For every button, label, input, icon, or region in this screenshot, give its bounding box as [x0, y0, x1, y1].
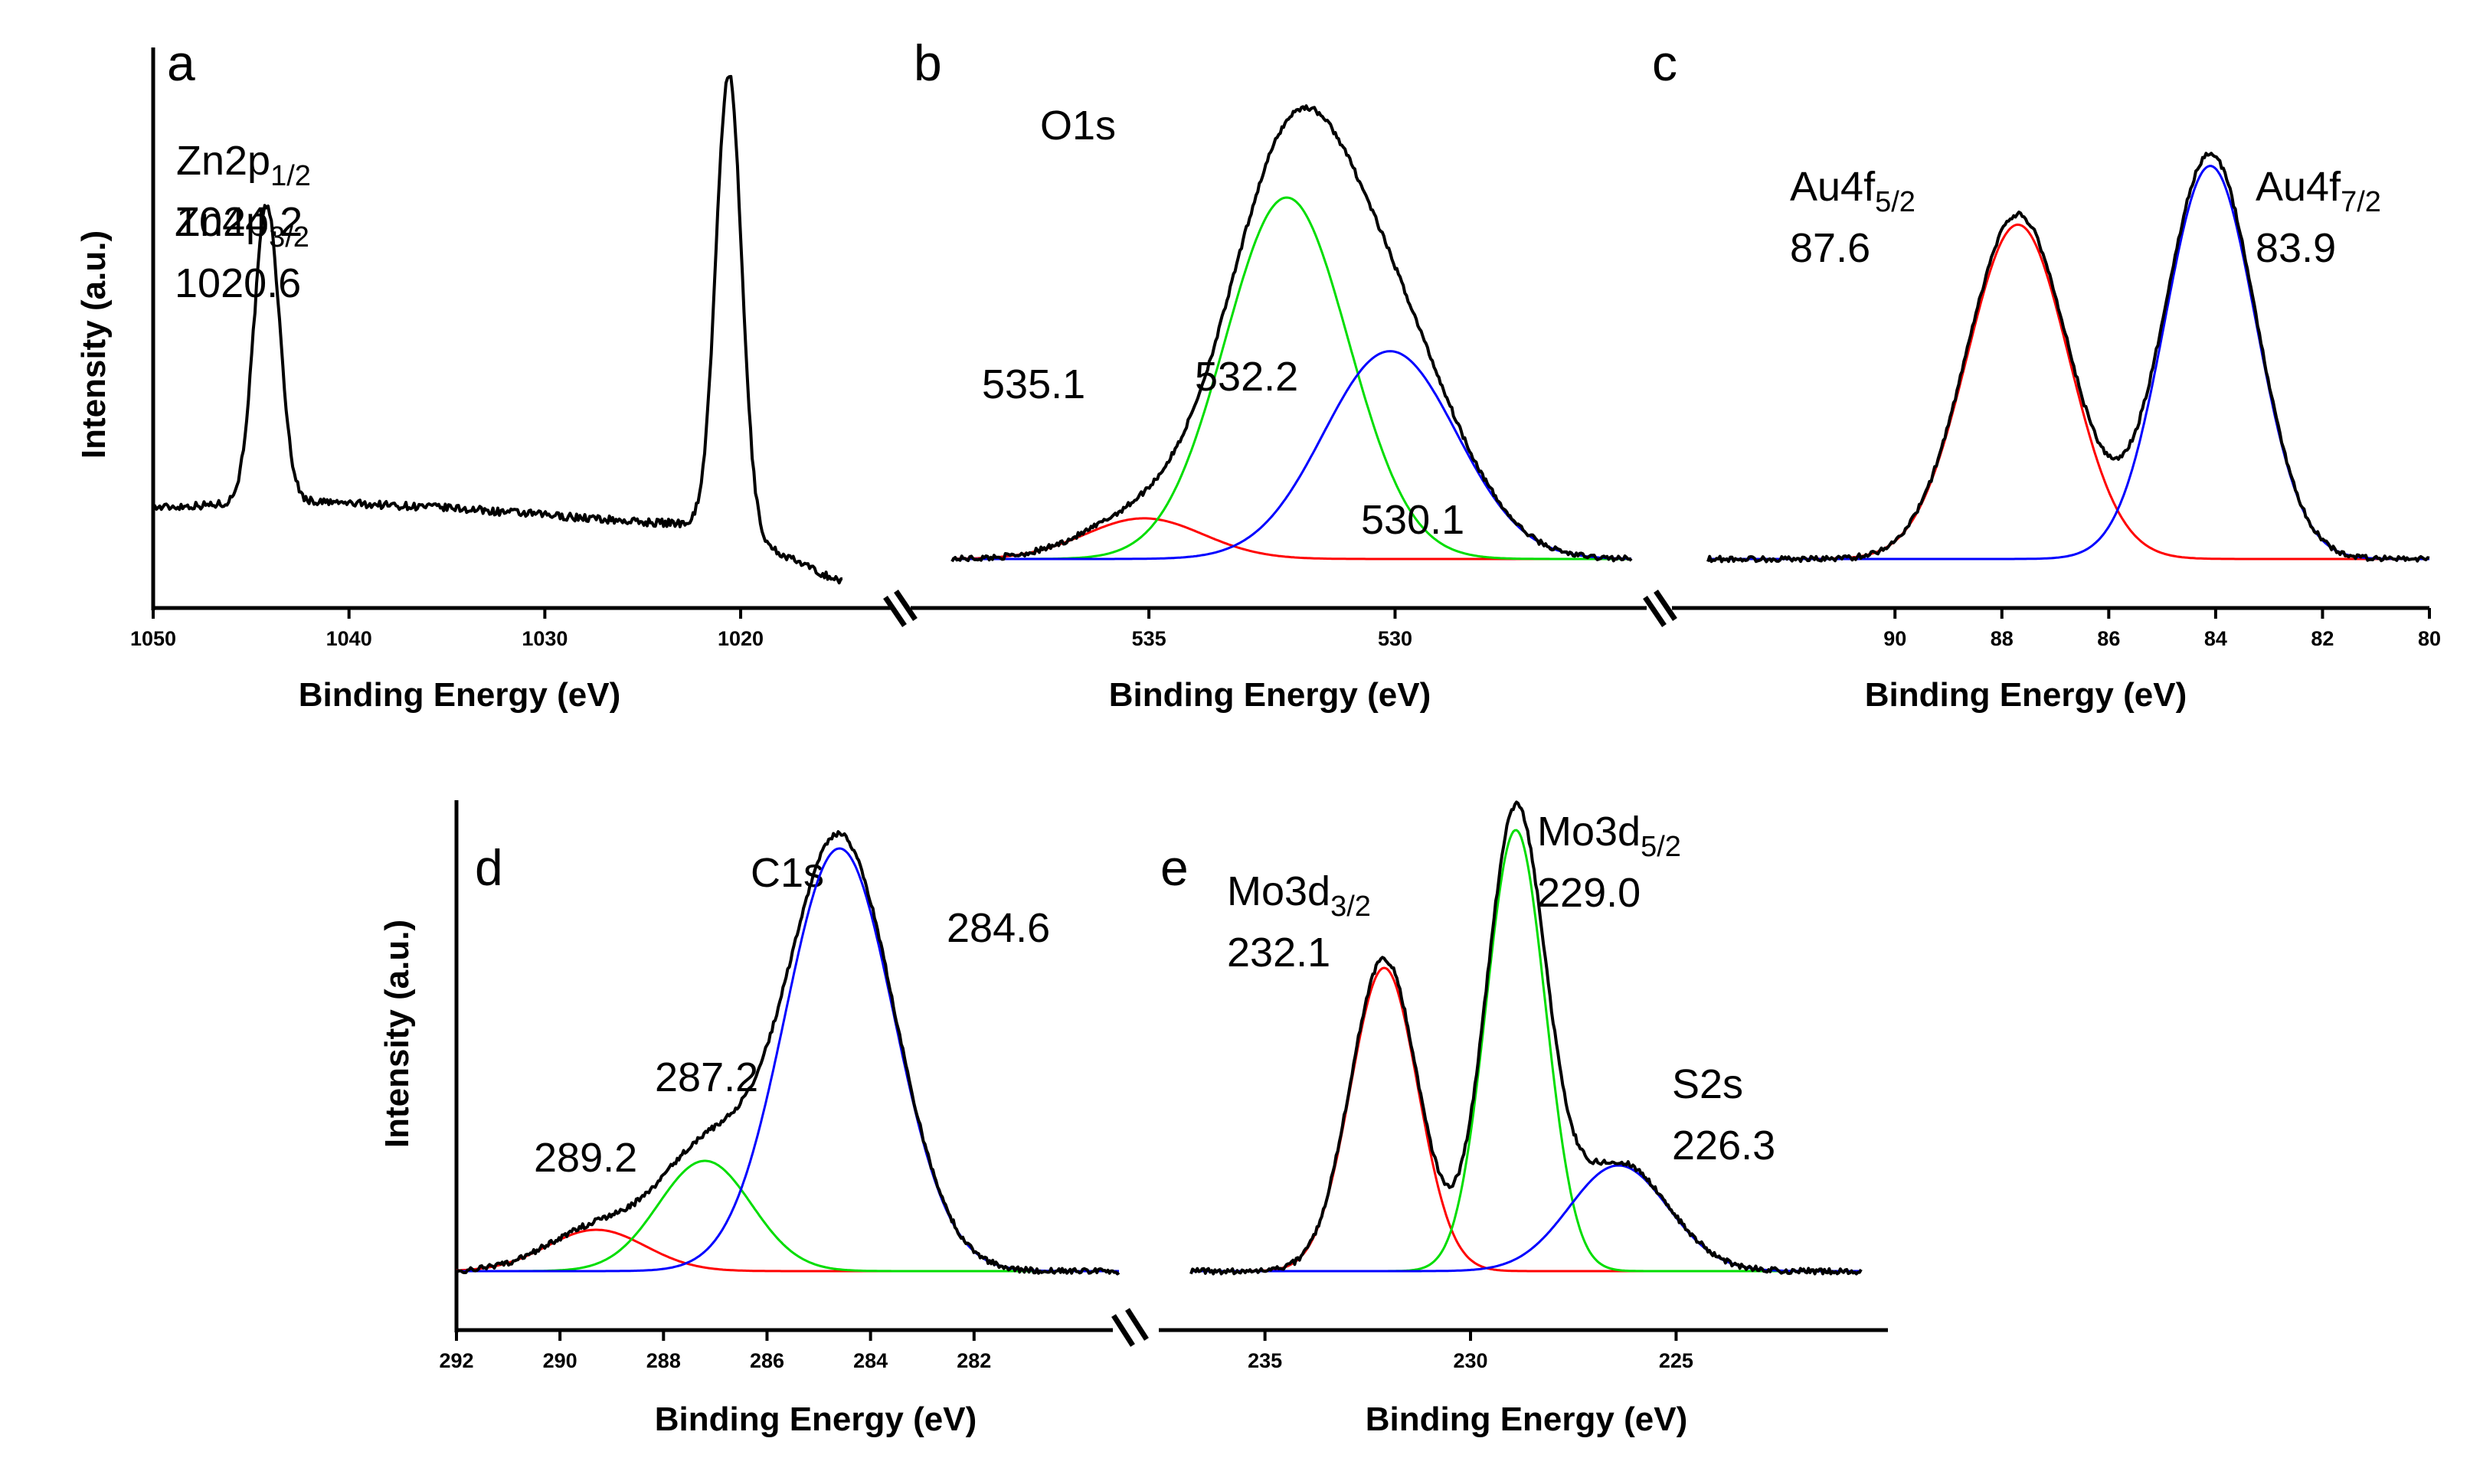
panel-b-component-0 — [952, 517, 1631, 561]
panel-d: 292 290 288 286 284 282 Binding Energy (eV) d C1… — [439, 830, 1120, 1438]
panel-d-tick-label-0: 292 — [439, 1349, 473, 1372]
panel-e-tick-label-2: 225 — [1659, 1349, 1693, 1372]
panel-d-tick-label-2: 288 — [646, 1349, 681, 1372]
panel-d-xlabel: Binding Energy (eV) — [655, 1401, 977, 1438]
panel-b-letter: b — [914, 34, 942, 91]
panel-a-tick-label-3: 1020 — [718, 627, 764, 650]
panel-d-tick-label-1: 290 — [543, 1349, 577, 1372]
panel-a-tick-label-0: 1050 — [130, 627, 176, 650]
panel-b-peak-value-1: 532.2 — [1195, 354, 1298, 400]
panel-a-letter: a — [167, 34, 195, 91]
panel-d-tick-label-3: 286 — [750, 1349, 784, 1372]
panel-c-peak-name-0: Au4f5/2 — [1790, 164, 1915, 218]
panel-b: 535 530 Binding Energy (eV) b O1s 535.1 532.2 5… — [914, 34, 1633, 714]
panel-b-tick-label-0: 535 — [1132, 627, 1166, 650]
panel-e-peak-name-1: Mo3d5/2 — [1537, 809, 1681, 863]
panel-d-peak-value-0: 289.2 — [534, 1135, 637, 1181]
row1-ylabel: Intensity (a.u.) — [75, 230, 113, 459]
panel-e-peak-value-2: 226.3 — [1672, 1123, 1775, 1169]
axis-break-ab — [883, 590, 918, 627]
panel-b-xlabel: Binding Energy (eV) — [1109, 676, 1431, 714]
panel-c-peak-value-1: 83.9 — [2256, 225, 2336, 271]
panel-c-tick-label-1: 88 — [1991, 627, 2014, 650]
row2-ylabel: Intensity (a.u.) — [378, 920, 416, 1148]
panel-d-letter: d — [475, 839, 503, 896]
panel-c-tick-label-4: 82 — [2311, 627, 2334, 650]
axis-break-bc — [1643, 590, 1677, 627]
row1-axes — [151, 47, 2429, 610]
panel-b-tick-label-1: 530 — [1378, 627, 1412, 650]
panel-e-component-2 — [1191, 1164, 1861, 1273]
panel-c-tick-label-0: 90 — [1883, 627, 1906, 650]
panel-e-peak-name-2: S2s — [1672, 1061, 1743, 1107]
panel-d-peak-value-1: 287.2 — [655, 1054, 758, 1100]
panel-c-peak-value-0: 87.6 — [1790, 225, 1870, 271]
axis-break-de — [1111, 1308, 1149, 1347]
panel-c-tick-label-2: 86 — [2097, 627, 2120, 650]
panel-e-xlabel: Binding Energy (eV) — [1366, 1401, 1687, 1438]
panel-d-title: C1s — [751, 850, 824, 896]
panel-e-tick-label-1: 230 — [1453, 1349, 1487, 1372]
panel-d-tick-label-5: 282 — [957, 1349, 991, 1372]
row2-axes — [454, 800, 1888, 1332]
panel-d-envelope-line — [455, 830, 1120, 1276]
panel-a-peak-name-0: Zn2p1/2 — [176, 138, 311, 192]
panel-b-peak-value-0: 535.1 — [982, 361, 1085, 407]
panel-e-tick-label-0: 235 — [1248, 1349, 1282, 1372]
panel-e: 235 230 225 Binding Energy (eV) e Mo3d3/2 232.… — [1160, 800, 1863, 1438]
panel-d-component-0 — [456, 1228, 1119, 1273]
panel-d-tick-label-4: 284 — [853, 1349, 888, 1372]
panel-c-xlabel: Binding Energy (eV) — [1865, 676, 2187, 714]
panel-e-peak-value-1: 229.0 — [1537, 870, 1641, 916]
panel-c-peak-name-1: Au4f7/2 — [2256, 164, 2381, 218]
panel-a-tick-label-2: 1030 — [522, 627, 568, 650]
panel-a-peak-value-0: 1044.2 — [176, 199, 303, 245]
panel-e-peak-value-0: 232.1 — [1227, 930, 1330, 976]
panel-c-tick-label-3: 84 — [2204, 627, 2227, 650]
panel-d-peak-value-2: 284.6 — [947, 905, 1050, 951]
panel-e-letter: e — [1160, 839, 1189, 896]
panel-e-envelope-line — [1189, 800, 1863, 1276]
panel-c-envelope-line — [1706, 152, 2430, 564]
panel-a: 1050 1040 1030 1020 Binding Energy (eV) a Zn2p… — [130, 34, 843, 714]
panel-a-spectrum-line — [152, 74, 843, 585]
panel-c: 90 88 86 84 82 80 Binding Energy (eV) c Au4f5/2 8… — [1652, 34, 2441, 714]
panel-a-xlabel: Binding Energy (eV) — [299, 676, 620, 714]
panel-c-component-0 — [1708, 223, 2429, 561]
panel-b-envelope-line — [950, 104, 1633, 563]
panel-e-component-0 — [1191, 966, 1861, 1273]
panel-b-peak-value-2: 530.1 — [1361, 497, 1464, 543]
panel-a-tick-label-1: 1040 — [326, 627, 372, 650]
panel-b-title: O1s — [1040, 103, 1116, 149]
panel-e-peak-name-0: Mo3d3/2 — [1227, 868, 1371, 923]
panel-a-peak-value-1: 1020.6 — [175, 260, 301, 306]
panel-c-tick-label-5: 80 — [2418, 627, 2441, 650]
panel-b-component-2 — [952, 350, 1631, 561]
panel-a-peak-name-1: Zn2p3/2 — [175, 199, 309, 253]
panel-c-letter: c — [1652, 34, 1677, 91]
